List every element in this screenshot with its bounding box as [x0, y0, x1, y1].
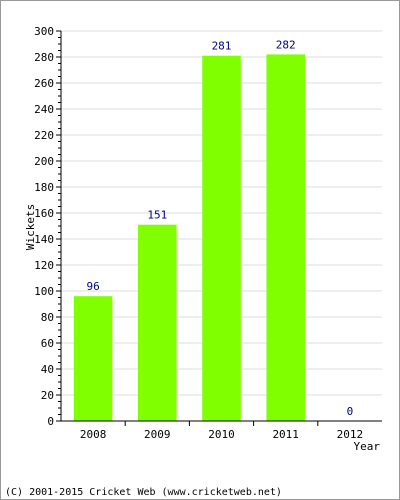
y-axis-label: Wickets — [24, 204, 37, 250]
y-tick-label: 140 — [34, 233, 54, 246]
bar — [73, 296, 113, 421]
y-tick-label: 280 — [34, 51, 54, 64]
copyright-notice: (C) 2001-2015 Cricket Web (www.cricketwe… — [5, 487, 282, 498]
data-label: 96 — [86, 280, 99, 293]
y-tick-label: 0 — [47, 415, 54, 428]
x-tick-labels: 2008 2009 2010 2011 2012 — [80, 428, 363, 441]
y-tick-label: 100 — [34, 285, 54, 298]
y-tick-label: 240 — [34, 103, 54, 116]
y-tick-label: 260 — [34, 77, 54, 90]
bars — [73, 54, 305, 422]
y-tick-label: 200 — [34, 155, 54, 168]
data-label: 281 — [212, 40, 232, 53]
y-tick-label: 20 — [41, 389, 54, 402]
bar — [202, 55, 241, 421]
y-tick-label: 180 — [34, 181, 54, 194]
y-tick-label: 220 — [34, 129, 54, 142]
y-tick-label: 300 — [34, 25, 54, 38]
data-label: 282 — [276, 38, 296, 51]
data-label: 151 — [147, 209, 167, 222]
y-tick-labels: 0 20 40 60 80 100 120 140 160 180 200 220 240 260 280 3… — [34, 25, 54, 428]
y-tick-label: 120 — [34, 259, 54, 272]
x-tick-label: 2008 — [80, 428, 107, 441]
x-tick-label: 2012 — [337, 428, 364, 441]
data-labels: 96 151 281 282 0 — [86, 38, 353, 418]
y-tick-label: 80 — [41, 311, 54, 324]
x-tick-label: 2010 — [208, 428, 235, 441]
data-label: 0 — [347, 405, 354, 418]
x-axis-label: Year — [354, 440, 381, 453]
bar — [138, 224, 177, 421]
y-tick-label: 160 — [34, 207, 54, 220]
x-tick-label: 2009 — [144, 428, 171, 441]
y-tick-label: 40 — [41, 363, 54, 376]
bar-chart: 0 20 40 60 80 100 120 140 160 180 200 220 240 260 280 3… — [24, 25, 382, 453]
y-tick-label: 60 — [41, 337, 54, 350]
bar — [266, 54, 305, 422]
x-tick-label: 2011 — [272, 428, 299, 441]
axes — [56, 30, 382, 426]
